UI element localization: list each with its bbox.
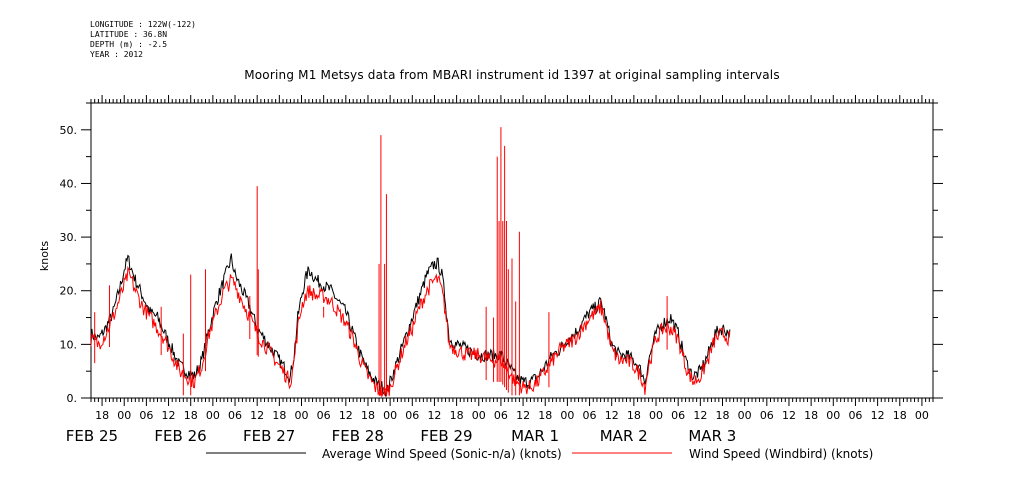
longitude-text: LONGITUDE : 122W(-122) (90, 20, 196, 29)
x-hour-label: 00 (915, 409, 929, 422)
x-date-label: FEB 26 (154, 427, 206, 445)
latitude-text: LATITUDE : 36.8N (90, 30, 168, 39)
x-hour-label: 18 (95, 409, 109, 422)
series-windbird-wind-speed (90, 127, 731, 398)
x-hour-label: 00 (738, 409, 752, 422)
x-hour-label: 12 (516, 409, 530, 422)
x-hour-label: 18 (361, 409, 375, 422)
x-hour-label: 18 (450, 409, 464, 422)
x-hour-label: 12 (250, 409, 264, 422)
x-hour-label: 06 (317, 409, 331, 422)
x-date-label: FEB 28 (332, 427, 384, 445)
x-hour-label: 18 (627, 409, 641, 422)
x-hour-label: 06 (583, 409, 597, 422)
x-hour-label: 12 (782, 409, 796, 422)
x-hour-label: 12 (427, 409, 441, 422)
x-hour-label: 06 (228, 409, 242, 422)
x-hour-label: 06 (848, 409, 862, 422)
x-hour-label: 18 (272, 409, 286, 422)
x-hour-label: 12 (871, 409, 885, 422)
x-hour-label: 18 (538, 409, 552, 422)
x-hour-label: 06 (671, 409, 685, 422)
y-tick-label: 10. (60, 338, 78, 351)
x-hour-label: 18 (716, 409, 730, 422)
x-hour-label: 00 (649, 409, 663, 422)
x-date-label: MAR 2 (600, 427, 648, 445)
x-hour-label: 00 (206, 409, 220, 422)
x-hour-label: 12 (339, 409, 353, 422)
x-hour-label: 06 (139, 409, 153, 422)
chart-title: Mooring M1 Metsys data from MBARI instru… (244, 68, 780, 82)
x-date-label: FEB 29 (420, 427, 472, 445)
x-date-label: MAR 1 (511, 427, 559, 445)
x-hour-label: 00 (117, 409, 131, 422)
x-hour-label: 00 (560, 409, 574, 422)
y-tick-label: 50. (60, 124, 78, 137)
y-tick-label: 40. (60, 177, 78, 190)
x-hour-label: 18 (184, 409, 198, 422)
x-hour-label: 00 (826, 409, 840, 422)
x-hour-label: 12 (162, 409, 176, 422)
series-line (90, 265, 731, 398)
x-hour-label: 18 (804, 409, 818, 422)
legend: Average Wind Speed (Sonic-n/a) (knots) W… (206, 447, 873, 461)
x-hour-label: 00 (383, 409, 397, 422)
x-hour-label: 06 (760, 409, 774, 422)
x-date-label: MAR 3 (688, 427, 736, 445)
x-hour-label: 12 (693, 409, 707, 422)
y-tick-label: 0. (67, 392, 78, 405)
x-hour-label: 06 (494, 409, 508, 422)
legend-label-average-wind-speed: Average Wind Speed (Sonic-n/a) (knots) (322, 447, 562, 461)
x-hour-label: 00 (295, 409, 309, 422)
y-axis-label: knots (38, 241, 51, 271)
x-hour-label: 06 (405, 409, 419, 422)
depth-text: DEPTH (m) : -2.5 (90, 40, 168, 49)
x-hour-label: 12 (605, 409, 619, 422)
x-hour-label: 18 (893, 409, 907, 422)
y-tick-label: 20. (60, 285, 78, 298)
x-hour-label: 00 (472, 409, 486, 422)
x-date-label: FEB 25 (66, 427, 118, 445)
y-tick-label: 30. (60, 231, 78, 244)
legend-label-windbird-wind-speed: Wind Speed (Windbird) (knots) (689, 447, 873, 461)
axis-ticks: 0. 10. 20. 30. 40. 50. 18 00 06 12 18 00 06 12 18 00 06 1… (60, 95, 943, 445)
metadata-block: LONGITUDE : 122W(-122) LATITUDE : 36.8N … (90, 20, 196, 60)
year-text: YEAR : 2012 (90, 50, 143, 59)
x-date-label: FEB 27 (243, 427, 295, 445)
